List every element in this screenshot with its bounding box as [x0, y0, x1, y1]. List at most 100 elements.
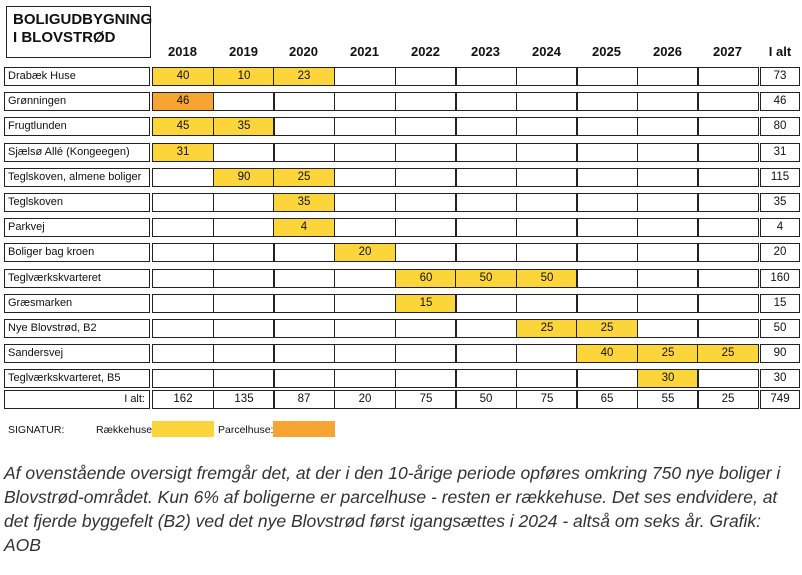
table-cell: [576, 92, 638, 111]
table-cell: [334, 67, 396, 86]
table-cell: [455, 369, 517, 388]
table-cell: 60: [395, 269, 457, 288]
table-cell: 15: [395, 294, 457, 313]
table-cell: [455, 92, 517, 111]
table-cell: 90: [213, 168, 275, 187]
table-cell: [334, 294, 396, 313]
title-line-1: BOLIGUDBYGNING: [13, 11, 153, 28]
table-cell: [152, 294, 214, 313]
table-cell: [455, 193, 517, 212]
table-cell: [637, 269, 699, 288]
table-cell: [697, 117, 759, 136]
table-cell: [334, 193, 396, 212]
table-cell: [455, 143, 517, 162]
table-cell: [213, 143, 275, 162]
sum-cell: 65: [576, 390, 638, 409]
column-header: 2023: [471, 44, 500, 59]
table-cell: [455, 117, 517, 136]
row-label: Boliger bag kroen: [4, 243, 150, 262]
table-cell: [516, 294, 578, 313]
column-header: 2019: [229, 44, 258, 59]
table-cell: [334, 168, 396, 187]
column-header: 2027: [713, 44, 742, 59]
row-total: 4: [760, 218, 800, 237]
table-cell: 25: [516, 319, 578, 338]
column-header: 2025: [592, 44, 621, 59]
table-title: BOLIGUDBYGNING I BLOVSTRØD: [6, 6, 153, 58]
column-header: I alt: [768, 44, 792, 59]
table-cell: [395, 168, 457, 187]
row-label: Drabæk Huse: [4, 67, 150, 86]
table-cell: [637, 92, 699, 111]
table-cell: [697, 67, 759, 86]
table-cell: 46: [152, 92, 214, 111]
table-cell: [213, 218, 275, 237]
table-cell: [576, 294, 638, 313]
table-cell: 35: [213, 117, 275, 136]
table-cell: 35: [273, 193, 335, 212]
title-line-2: I BLOVSTRØD: [13, 29, 116, 46]
sum-cell: 50: [455, 390, 517, 409]
table-cell: [516, 168, 578, 187]
table-cell: 45: [152, 117, 214, 136]
row-total: 35: [760, 193, 800, 212]
table-cell: [213, 193, 275, 212]
table-cell: [334, 319, 396, 338]
table-cell: [395, 243, 457, 262]
row-total: 115: [760, 168, 800, 187]
table-cell: [697, 92, 759, 111]
table-cell: [637, 193, 699, 212]
table-cell: [395, 218, 457, 237]
table-cell: [516, 344, 578, 363]
table-cell: 25: [273, 168, 335, 187]
table-cell: [213, 92, 275, 111]
table-cell: [637, 117, 699, 136]
table-cell: 25: [637, 344, 699, 363]
legend-raekkehuse-swatch: [152, 421, 214, 437]
row-label: Græsmarken: [4, 294, 150, 313]
table-cell: [273, 269, 335, 288]
sum-row-label: I alt:: [4, 390, 150, 409]
table-cell: [516, 92, 578, 111]
table-cell: [334, 218, 396, 237]
legend-parcelhuse-swatch: [273, 421, 335, 437]
row-label: Frugtlunden: [4, 117, 150, 136]
table-cell: [273, 243, 335, 262]
table-cell: [455, 218, 517, 237]
table-cell: 40: [152, 67, 214, 86]
table-cell: 30: [637, 369, 699, 388]
table-cell: [576, 269, 638, 288]
table-cell: [455, 319, 517, 338]
table-cell: [395, 92, 457, 111]
legend-raekkehuse-label: Rækkehuse:: [96, 424, 155, 436]
table-cell: [395, 143, 457, 162]
table-cell: [334, 92, 396, 111]
table-cell: [637, 67, 699, 86]
table-cell: 25: [697, 344, 759, 363]
table-cell: [455, 294, 517, 313]
table-cell: [395, 344, 457, 363]
table-cell: [152, 269, 214, 288]
table-cell: 50: [455, 269, 517, 288]
row-total: 20: [760, 243, 800, 262]
table-cell: [637, 143, 699, 162]
sum-cell: 75: [395, 390, 457, 409]
row-label: Teglværkskvarteret, B5: [4, 369, 150, 388]
caption: Af ovenstående oversigt fremgår det, at …: [4, 463, 781, 555]
table-cell: [395, 67, 457, 86]
row-label: Sandersvej: [4, 344, 150, 363]
table-cell: [455, 344, 517, 363]
table-cell: [152, 243, 214, 262]
table-cell: [697, 143, 759, 162]
row-label: Nye Blovstrød, B2: [4, 319, 150, 338]
table-cell: [455, 243, 517, 262]
table-cell: [576, 243, 638, 262]
column-header: 2021: [350, 44, 379, 59]
sum-cell: 75: [516, 390, 578, 409]
table-cell: 50: [516, 269, 578, 288]
table-cell: [697, 319, 759, 338]
table-cell: [576, 67, 638, 86]
sum-cell: 749: [760, 390, 800, 409]
table-cell: [152, 369, 214, 388]
table-cell: [334, 369, 396, 388]
